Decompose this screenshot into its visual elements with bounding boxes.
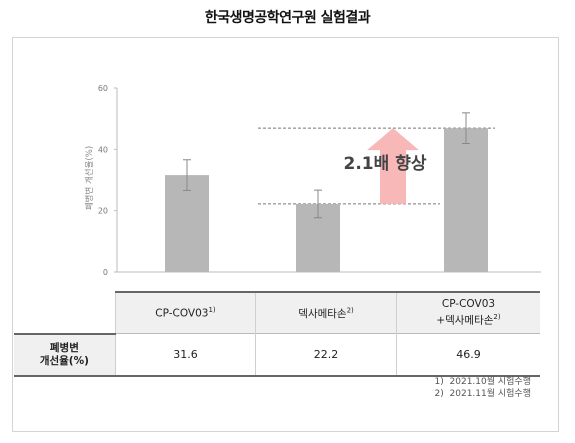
result-table: CP-COV031) 덱사메타손2) CP-COV03 +덱사메타손2) 폐병변 개… (14, 291, 540, 377)
bar (165, 175, 209, 272)
footnotes: 1) 2021.10월 시험수행 2) 2021.11월 시험수행 (435, 376, 531, 400)
y-tick-label: 60 (98, 84, 108, 93)
table-header-combination: CP-COV03 +덱사메타손2) (395, 291, 540, 334)
table-row: 폐병변 개선율(%) 31.6 22.2 46.9 (14, 332, 540, 377)
y-tick-label: 0 (103, 268, 108, 277)
value-cp-cov03: 31.6 (114, 333, 256, 377)
table-header-cp-cov03: CP-COV031) (114, 291, 256, 334)
bar (444, 128, 488, 272)
fold-improvement-annotation: 2.1배 향상 (344, 153, 427, 174)
y-tick-label: 40 (98, 145, 108, 154)
value-combination: 46.9 (395, 333, 540, 377)
row-label: 폐병변 개선율(%) (14, 332, 116, 377)
table-header-row: CP-COV031) 덱사메타손2) CP-COV03 +덱사메타손2) (14, 291, 540, 334)
y-axis-label: 폐병변 개선율(%) (84, 146, 95, 210)
footnote-2: 2) 2021.11월 시험수행 (434, 389, 531, 399)
footnote-1: 1) 2021.10월 시험수행 (434, 377, 531, 387)
value-dexamethasone: 22.2 (255, 333, 397, 377)
increase-arrow (367, 128, 419, 204)
table-header-dexamethasone: 덱사메타손2) (255, 291, 397, 334)
y-tick-label: 20 (98, 207, 108, 216)
page-title: 한국생명공학연구원 실험결과 (204, 10, 371, 26)
